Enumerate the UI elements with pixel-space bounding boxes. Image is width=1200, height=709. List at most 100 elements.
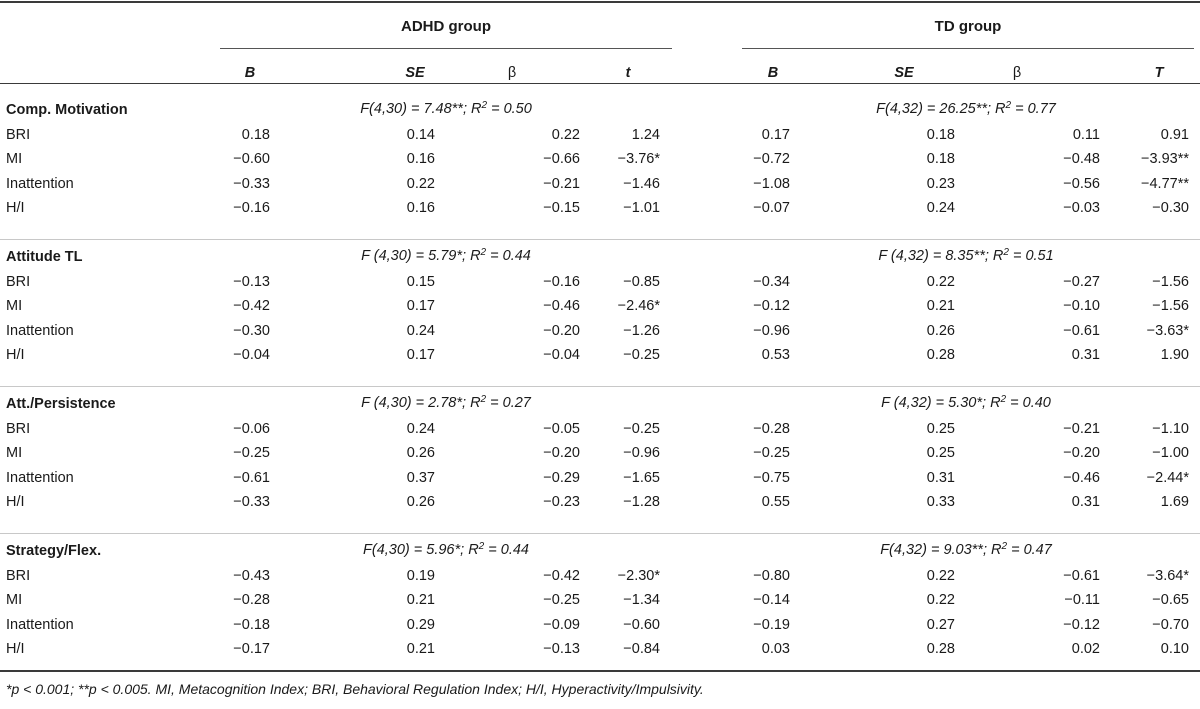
td-value-cell: −0.12 (753, 298, 790, 314)
adhd-value-cell: −1.65 (623, 469, 660, 486)
td-value-cell: −0.11 (1064, 592, 1100, 608)
adhd-value-cell: −2.30* (617, 567, 660, 584)
td-value-cell: −1.10 (1152, 420, 1189, 437)
model-fit-value: = 0.47 (1007, 542, 1052, 558)
td-value-cell: 0.55 (761, 494, 790, 510)
td-value-cell: 0.11 (1072, 126, 1100, 143)
adhd-value-cell: −0.42 (233, 298, 270, 314)
adhd-value-cell: −0.06 (233, 420, 270, 437)
adhd-value-cell: 1.24 (631, 126, 660, 143)
td-value-cell: 0.18 (926, 151, 955, 167)
header-rule (0, 83, 1200, 84)
adhd-value-cell: −0.18 (233, 616, 270, 633)
td-value-cell: −0.61 (1063, 322, 1100, 339)
model-fit-text: F(4,30) = 5.96*; R (363, 542, 479, 558)
predictor-label: MI (6, 298, 23, 314)
adhd-column-header: SE (405, 65, 425, 81)
td-value-cell: −0.72 (753, 151, 790, 167)
td-model-fit: F (4,32) = 8.35**; R2 = 0.51 (786, 248, 1146, 265)
td-value-cell: −0.65 (1152, 592, 1189, 608)
td-value-cell: 0.23 (926, 175, 955, 192)
td-value-cell: 0.26 (926, 322, 955, 339)
adhd-value-cell: −0.13 (543, 641, 580, 657)
td-column-header: B (767, 65, 779, 81)
adhd-value-cell: −0.20 (543, 322, 580, 339)
model-fit-text: F(4,30) = 7.48**; R (360, 101, 482, 117)
td-value-cell: −3.93** (1141, 151, 1189, 167)
adhd-value-cell: −0.04 (233, 347, 270, 363)
td-value-cell: −0.10 (1063, 298, 1100, 314)
td-value-cell: 0.27 (926, 616, 955, 633)
adhd-value-cell: 0.21 (406, 641, 435, 657)
model-fit-value: = 0.77 (1011, 101, 1056, 117)
model-fit-value: = 0.51 (1008, 248, 1054, 264)
predictor-label: BRI (6, 126, 31, 143)
td-value-cell: 0.28 (926, 347, 955, 363)
section-divider (0, 239, 1200, 240)
td-value-cell: 0.21 (926, 298, 955, 314)
td-value-cell: 0.31 (926, 469, 955, 486)
adhd-value-cell: −0.46 (543, 298, 580, 314)
adhd-value-cell: 0.24 (406, 322, 435, 339)
adhd-model-fit: F (4,30) = 2.78*; R2 = 0.27 (266, 395, 626, 412)
predictor-label: H/I (6, 200, 25, 216)
table-bottom-rule (0, 670, 1200, 672)
section-divider (0, 386, 1200, 387)
td-value-cell: −0.34 (753, 273, 790, 290)
td-column-header: β (1012, 65, 1022, 81)
td-value-cell: 0.31 (1071, 347, 1100, 363)
section-label: Att./Persistence (6, 396, 116, 412)
adhd-value-cell: −1.01 (623, 200, 660, 216)
adhd-value-cell: −1.46 (623, 175, 660, 192)
r-squared-exponent: 2 (1001, 541, 1008, 552)
model-fit-text: F (4,30) = 2.78*; R (361, 395, 481, 411)
adhd-value-cell: 0.21 (406, 592, 435, 608)
td-value-cell: 0.02 (1071, 641, 1100, 657)
adhd-value-cell: 0.17 (406, 298, 435, 314)
td-value-cell: −0.03 (1063, 200, 1100, 216)
adhd-value-cell: −0.21 (543, 175, 580, 192)
adhd-value-cell: 0.26 (406, 494, 435, 510)
group-header-td: TD group (934, 18, 1002, 35)
adhd-model-fit: F(4,30) = 7.48**; R2 = 0.50 (266, 101, 626, 118)
td-value-cell: −0.70 (1152, 616, 1189, 633)
adhd-value-cell: −0.16 (233, 200, 270, 216)
td-value-cell: −0.80 (753, 567, 790, 584)
td-value-cell: 0.25 (926, 445, 955, 461)
model-fit-value: = 0.27 (486, 395, 531, 411)
td-value-cell: −4.77** (1141, 175, 1189, 192)
model-fit-text: F(4,32) = 26.25**; R (876, 101, 1006, 117)
model-fit-value: = 0.44 (486, 248, 531, 264)
adhd-value-cell: −1.34 (623, 592, 660, 608)
predictor-label: MI (6, 445, 23, 461)
adhd-value-cell: −0.17 (233, 641, 270, 657)
adhd-value-cell: −0.29 (543, 469, 580, 486)
model-fit-value: = 0.50 (487, 101, 532, 117)
adhd-group-underline (220, 48, 672, 49)
adhd-value-cell: −0.25 (623, 347, 660, 363)
r-squared-exponent: 2 (478, 541, 485, 552)
adhd-value-cell: −0.60 (623, 616, 660, 633)
adhd-value-cell: −0.85 (623, 273, 660, 290)
adhd-value-cell: 0.18 (241, 126, 270, 143)
td-value-cell: −0.19 (753, 616, 790, 633)
adhd-model-fit: F (4,30) = 5.79*; R2 = 0.44 (266, 247, 626, 265)
adhd-value-cell: −0.13 (233, 273, 270, 290)
td-value-cell: −2.44* (1146, 469, 1189, 486)
td-value-cell: 0.03 (761, 641, 790, 657)
td-value-cell: 0.24 (926, 200, 955, 216)
adhd-value-cell: −0.15 (543, 200, 580, 216)
adhd-value-cell: −0.61 (233, 469, 270, 486)
adhd-value-cell: −1.26 (623, 322, 660, 339)
td-value-cell: 0.25 (926, 420, 955, 437)
adhd-value-cell: −3.76* (617, 151, 660, 167)
predictor-label: MI (6, 592, 23, 608)
adhd-value-cell: 0.24 (406, 420, 435, 437)
td-value-cell: −1.00 (1152, 445, 1189, 461)
td-value-cell: −0.14 (753, 592, 790, 608)
r-squared-exponent: 2 (480, 247, 487, 258)
td-value-cell: 0.18 (926, 126, 955, 143)
predictor-label: BRI (6, 273, 31, 290)
section-label: Comp. Motivation (6, 102, 128, 118)
td-value-cell: −0.61 (1063, 567, 1100, 584)
